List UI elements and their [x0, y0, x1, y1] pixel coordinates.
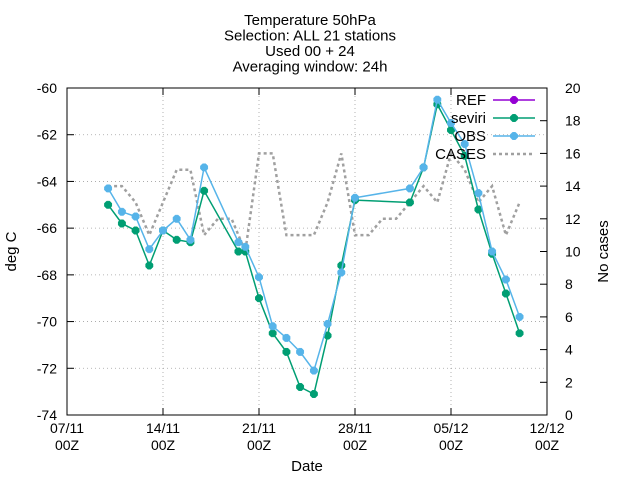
- legend-label-obs: OBS: [454, 128, 486, 145]
- cases-line: [108, 150, 521, 257]
- x-tick-label-hour: 00Z: [343, 437, 368, 453]
- obs-point: [200, 163, 209, 172]
- obs-point: [104, 184, 113, 193]
- x-tick-label: 21/11: [242, 420, 276, 436]
- obs-point: [351, 193, 359, 202]
- seviri-point: [234, 247, 243, 256]
- seviri-point: [296, 383, 305, 391]
- seviri-point: [337, 261, 346, 270]
- y-tick-label: -70: [37, 314, 57, 330]
- y2-tick-label: 8: [565, 276, 573, 292]
- title-line-0: Temperature 50hPa: [244, 12, 376, 29]
- y2-tick-label: 0: [565, 407, 573, 423]
- grid: [67, 88, 547, 415]
- y2-tick-label: 4: [565, 342, 573, 358]
- obs-point: [433, 95, 442, 104]
- y-tick-label: -66: [37, 220, 57, 236]
- seviri-point: [282, 347, 291, 356]
- y-tick-label: -64: [37, 173, 57, 189]
- obs-point: [282, 333, 291, 342]
- seviri-point: [515, 329, 524, 338]
- y-tick-label: -74: [37, 407, 57, 423]
- obs-point: [419, 163, 428, 172]
- obs-point: [255, 273, 263, 282]
- y-axis-label: deg C: [3, 231, 20, 271]
- obs-point: [117, 207, 126, 216]
- seviri-point: [104, 200, 113, 209]
- series-layer: [104, 95, 524, 398]
- obs-point: [323, 319, 332, 328]
- obs-point: [172, 214, 181, 223]
- obs-point: [474, 189, 483, 198]
- legend-marker-obs: [510, 132, 518, 140]
- x-tick-label: 28/11: [338, 420, 372, 436]
- obs-point: [447, 119, 455, 127]
- x-tick-label: 05/12: [433, 420, 468, 436]
- y-tick-label: -68: [37, 267, 57, 283]
- obs-point: [241, 242, 250, 251]
- x-tick-label-hour: 00Z: [55, 437, 80, 453]
- y-tick-label: -62: [37, 127, 57, 143]
- axis-ticks: -74 -72 -70 -68 -66 -64 -62 -60 0 2 4 6 8 10 12 14 16 18 2…: [37, 80, 581, 453]
- x-tick-label-hour: 00Z: [535, 437, 560, 453]
- title-line-3: Averaging window: 24h: [233, 59, 388, 76]
- seviri-point: [501, 289, 510, 298]
- legend-marker-ref: [510, 96, 518, 104]
- x-tick-label-hour: 00Z: [439, 437, 464, 453]
- obs-point: [515, 312, 524, 321]
- y2-tick-label: 12: [565, 211, 581, 227]
- seviri-point: [200, 186, 209, 195]
- seviri-point: [145, 261, 154, 270]
- seviri-point: [309, 390, 318, 398]
- seviri-point: [117, 219, 126, 228]
- y2-tick-label: 14: [565, 178, 581, 194]
- y-tick-label: -60: [37, 80, 57, 96]
- obs-point: [405, 184, 414, 193]
- obs-point: [337, 268, 346, 277]
- y2-tick-label: 20: [565, 80, 581, 96]
- seviri-point: [405, 198, 414, 207]
- x-tick-label-hour: 00Z: [151, 437, 176, 453]
- y2-tick-label: 6: [565, 309, 573, 325]
- obs-point: [131, 212, 140, 221]
- obs-point: [296, 347, 305, 356]
- obs-point: [186, 235, 195, 244]
- legend-label-cases: CASES: [435, 146, 486, 163]
- legend-label-ref: REF: [456, 92, 486, 109]
- x-tick-label: 12/12: [529, 420, 564, 436]
- x-tick-label-hour: 00Z: [247, 437, 272, 453]
- legend-marker-seviri: [510, 114, 518, 122]
- y-tick-label: -72: [37, 360, 57, 376]
- obs-point: [234, 238, 243, 247]
- obs-point: [145, 245, 154, 254]
- y2-tick-label: 16: [565, 145, 581, 161]
- seviri-point: [131, 226, 140, 235]
- seviri-point: [172, 235, 181, 244]
- x-axis-label: Date: [291, 458, 323, 475]
- title-line-1: Selection: ALL 21 stations: [224, 28, 396, 45]
- obs-point: [501, 275, 510, 284]
- x-tick-label: 07/11: [50, 420, 84, 436]
- obs-point: [488, 247, 497, 256]
- x-tick-label: 14/11: [146, 420, 180, 436]
- obs-point: [268, 322, 277, 331]
- axis-labels: Date deg C No cases: [3, 220, 612, 475]
- seviri-point: [268, 329, 277, 338]
- obs-point: [309, 366, 318, 375]
- obs-point: [460, 140, 469, 149]
- title-line-2: Used 00 + 24: [265, 43, 355, 60]
- obs-point: [159, 226, 167, 235]
- y2-tick-label: 2: [565, 374, 573, 390]
- y2-tick-label: 10: [565, 244, 581, 260]
- y2-tick-label: 18: [565, 113, 581, 129]
- legend-label-seviri: seviri: [451, 110, 486, 127]
- seviri-point: [255, 294, 263, 303]
- y2-axis-label: No cases: [595, 220, 612, 283]
